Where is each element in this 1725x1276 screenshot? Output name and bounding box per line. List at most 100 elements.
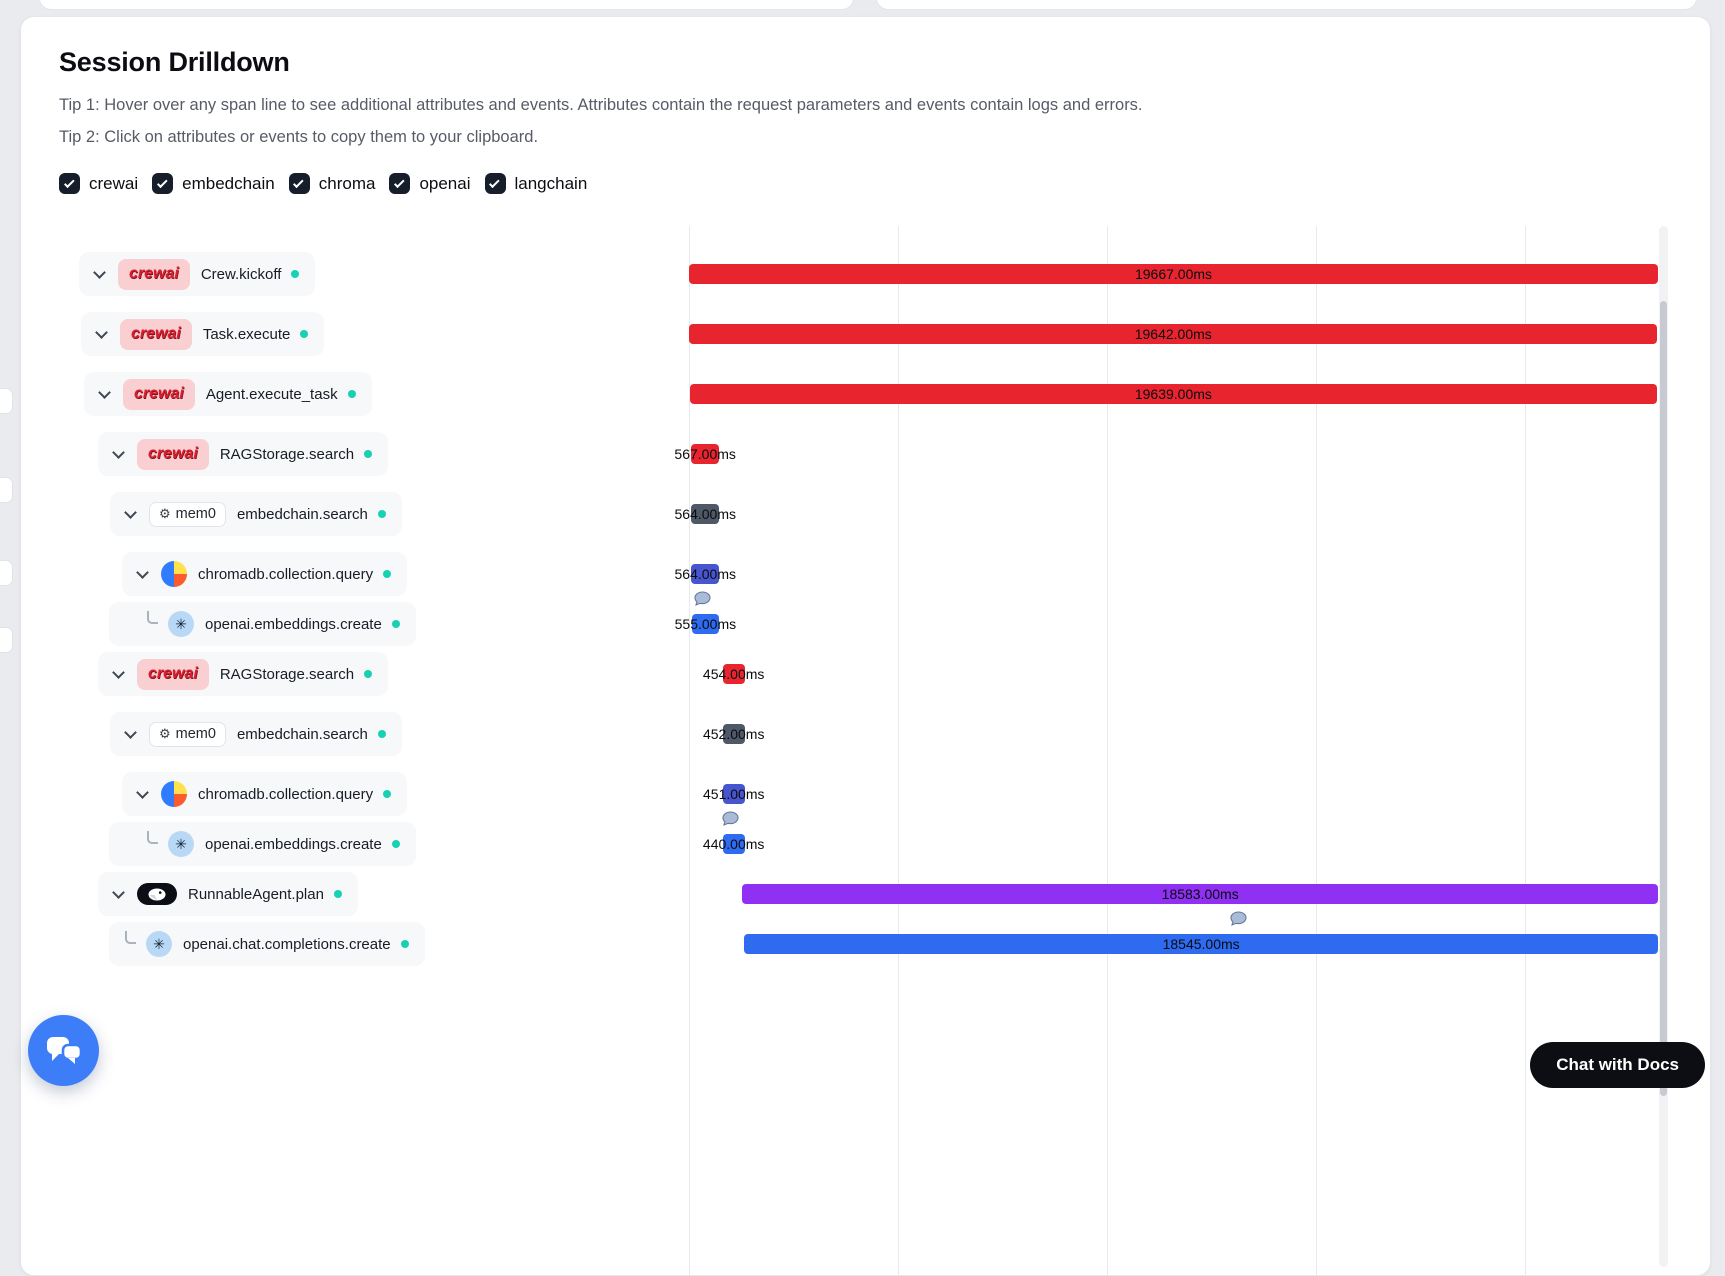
trace-row: crewai RAGStorage.search 454.00ms: [21, 652, 1710, 696]
span-bar[interactable]: 564.00ms: [675, 504, 736, 524]
framework-filter[interactable]: embedchain: [152, 173, 275, 194]
chevron-down-icon[interactable]: [98, 385, 111, 399]
span-duration: 18545.00ms: [1162, 936, 1240, 952]
cutoff-panel-fragment: [0, 388, 13, 414]
framework-filters: crewai embedchain chroma openai langchai…: [59, 173, 1710, 194]
chart-scrollbar[interactable]: [1660, 301, 1667, 1096]
filter-label: chroma: [318, 173, 376, 193]
checkbox-checked-icon[interactable]: [288, 173, 310, 194]
chevron-down-icon[interactable]: [112, 885, 125, 899]
span-duration: 19639.00ms: [1134, 386, 1212, 402]
span-bar[interactable]: 19642.00ms: [689, 324, 1658, 344]
chevron-down-icon[interactable]: [112, 445, 125, 459]
crewai-logo: crewai: [137, 658, 209, 690]
status-dot: [333, 890, 342, 898]
span-label[interactable]: ✳ openai.embeddings.create: [109, 822, 416, 866]
span-duration: 564.00ms: [674, 506, 736, 522]
span-bar[interactable]: 555.00ms: [675, 614, 736, 634]
cutoff-panel-fragment: [0, 627, 13, 653]
span-label[interactable]: crewai RAGStorage.search: [98, 652, 389, 696]
trace-row: crewai Crew.kickoff 19667.00ms: [21, 252, 1710, 296]
event-bubble-icon[interactable]: [722, 811, 739, 826]
mem0-logo: ⚙ mem0: [149, 721, 226, 747]
trace-row: ✳ openai.chat.completions.create 18545.0…: [21, 911, 1710, 966]
framework-filter[interactable]: openai: [389, 173, 471, 194]
span-label[interactable]: crewai RAGStorage.search: [98, 432, 389, 476]
status-dot: [383, 570, 392, 578]
top-panel-left: [39, 0, 854, 10]
span-label[interactable]: crewai Task.execute: [81, 312, 325, 356]
chevron-down-icon[interactable]: [136, 785, 149, 799]
trace-row: ⚙ mem0 embedchain.search 564.00ms: [21, 492, 1710, 536]
span-bar[interactable]: 454.00ms: [703, 664, 764, 684]
status-dot: [391, 840, 400, 848]
span-bar[interactable]: 440.00ms: [703, 834, 764, 854]
span-label[interactable]: ✳ openai.chat.completions.create: [109, 922, 425, 966]
timeline-gridline: [1107, 226, 1108, 1275]
span-label[interactable]: crewai Agent.execute_task: [84, 372, 372, 416]
status-dot: [377, 730, 386, 738]
span-bar[interactable]: 452.00ms: [703, 724, 764, 744]
filter-label: embedchain: [182, 173, 275, 193]
branch-connector-icon: [147, 611, 158, 624]
branch-connector-icon: [125, 931, 136, 944]
checkbox-checked-icon[interactable]: [389, 173, 411, 194]
openai-logo: ✳: [168, 831, 194, 857]
chevron-down-icon[interactable]: [112, 665, 125, 679]
chevron-down-icon[interactable]: [95, 325, 108, 339]
span-label[interactable]: chromadb.collection.query: [122, 772, 408, 816]
openai-logo: ✳: [168, 611, 194, 637]
event-bubble-icon[interactable]: [1230, 911, 1247, 926]
span-name: Crew.kickoff: [200, 265, 282, 283]
status-dot: [391, 620, 400, 628]
chat-with-docs-button[interactable]: Chat with Docs: [1530, 1042, 1705, 1088]
filter-label: openai: [419, 173, 471, 193]
framework-filter[interactable]: chroma: [288, 173, 376, 194]
trace-row: ⚙ mem0 embedchain.search 452.00ms: [21, 712, 1710, 756]
span-name: embedchain.search: [236, 505, 368, 523]
span-bar[interactable]: 451.00ms: [703, 784, 764, 804]
span-duration: 452.00ms: [702, 726, 765, 742]
gear-icon: ⚙: [159, 506, 171, 521]
span-label[interactable]: ⚙ mem0 embedchain.search: [110, 712, 402, 756]
checkbox-checked-icon[interactable]: [59, 173, 80, 194]
chevron-down-icon[interactable]: [124, 505, 137, 519]
span-bar[interactable]: 18583.00ms: [742, 884, 1658, 904]
span-bar[interactable]: 19639.00ms: [689, 384, 1658, 404]
span-bar[interactable]: 564.00ms: [675, 564, 736, 584]
chroma-logo: [161, 781, 187, 807]
span-name: chromadb.collection.query: [198, 785, 374, 803]
checkbox-checked-icon[interactable]: [152, 173, 174, 194]
chevron-down-icon[interactable]: [136, 565, 149, 579]
framework-filter[interactable]: langchain: [484, 173, 587, 194]
event-bubble-icon[interactable]: [694, 591, 711, 606]
span-duration: 19667.00ms: [1134, 266, 1213, 282]
timeline-gridline: [1525, 226, 1526, 1275]
span-label[interactable]: crewai Crew.kickoff: [79, 252, 316, 296]
chevron-down-icon[interactable]: [124, 725, 137, 739]
cutoff-panel-fragment: [0, 560, 13, 586]
span-label[interactable]: chromadb.collection.query: [122, 552, 408, 596]
span-duration: 19642.00ms: [1134, 326, 1212, 342]
checkbox-checked-icon[interactable]: [484, 173, 506, 194]
span-label[interactable]: ✳ openai.embeddings.create: [109, 602, 416, 646]
session-drilldown-card: crewai Crew.kickoff 19667.00ms crewai Ta…: [20, 16, 1711, 1276]
chat-widget-button[interactable]: [28, 1015, 99, 1086]
span-bar[interactable]: 18545.00ms: [744, 934, 1658, 954]
filter-label: crewai: [89, 173, 139, 193]
span-name: Task.execute: [202, 325, 291, 343]
trace-row: crewai RAGStorage.search 567.00ms: [21, 432, 1710, 476]
framework-filter[interactable]: crewai: [59, 173, 138, 194]
openai-logo: ✳: [146, 931, 172, 957]
span-bar[interactable]: 567.00ms: [674, 444, 736, 464]
span-name: Agent.execute_task: [205, 385, 338, 403]
status-dot: [377, 510, 386, 518]
span-bar[interactable]: 19667.00ms: [689, 264, 1658, 284]
span-label[interactable]: RunnableAgent.plan: [98, 872, 358, 916]
status-dot: [400, 940, 409, 948]
span-label[interactable]: ⚙ mem0 embedchain.search: [110, 492, 402, 536]
trace-waterfall: crewai Crew.kickoff 19667.00ms crewai Ta…: [21, 17, 1710, 1275]
span-name: embedchain.search: [236, 725, 368, 743]
trace-row: ✳ openai.embeddings.create 555.00ms: [21, 591, 1710, 646]
chevron-down-icon[interactable]: [93, 265, 106, 279]
